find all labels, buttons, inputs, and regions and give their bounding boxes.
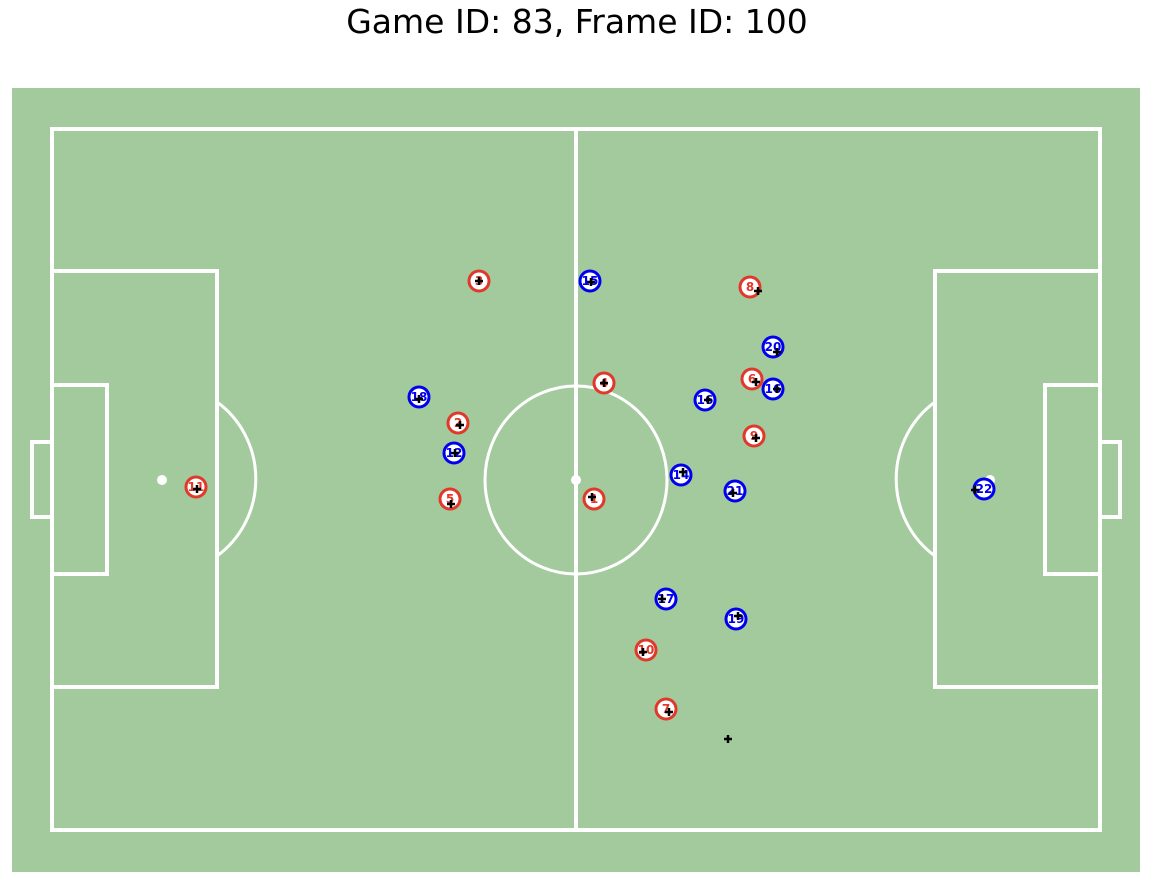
right-penalty-arc <box>894 400 936 558</box>
position-marker <box>456 421 464 429</box>
left-penalty-spot <box>157 475 167 485</box>
player-circle <box>446 411 470 435</box>
player-blue-22: 22 <box>972 477 996 501</box>
position-marker <box>600 379 608 387</box>
center-circle <box>483 384 669 576</box>
position-marker <box>658 595 666 603</box>
position-marker <box>752 378 760 386</box>
position-marker <box>447 500 455 508</box>
position-marker <box>724 735 732 743</box>
position-marker <box>639 648 647 656</box>
player-blue-14: 14 <box>669 463 693 487</box>
player-circle <box>634 638 658 662</box>
markers-layer <box>193 277 979 743</box>
player-red-10: 10 <box>634 638 658 662</box>
player-circle <box>654 697 678 721</box>
player-circle <box>723 479 747 503</box>
player-red-7: 7 <box>654 697 678 721</box>
player-blue-19: 19 <box>724 607 748 631</box>
position-marker <box>679 468 687 476</box>
player-label: 9 <box>750 429 758 443</box>
position-marker <box>773 385 781 393</box>
pitch-arcs <box>216 384 936 576</box>
player-red-1: 1 <box>582 487 606 511</box>
player-label: 19 <box>728 612 745 626</box>
player-circle <box>724 607 748 631</box>
player-label: 10 <box>638 643 655 657</box>
player-red-9: 9 <box>742 424 766 448</box>
player-circle <box>742 424 766 448</box>
right-goal <box>1098 440 1122 519</box>
position-marker <box>729 489 737 497</box>
player-label: 8 <box>746 280 754 294</box>
position-marker <box>773 348 781 356</box>
position-marker <box>451 449 459 457</box>
position-marker <box>475 277 483 285</box>
left-penalty-arc <box>216 400 258 558</box>
position-marker <box>754 287 762 295</box>
player-label: 2 <box>454 416 462 430</box>
player-blue-20: 20 <box>761 335 785 359</box>
player-label: 14 <box>673 468 690 482</box>
position-marker <box>734 612 742 620</box>
position-marker <box>752 434 760 442</box>
position-marker <box>415 395 423 403</box>
player-circle <box>582 487 606 511</box>
position-marker <box>704 396 712 404</box>
pitch-markings <box>30 127 1122 832</box>
player-circle <box>669 463 693 487</box>
player-label: 7 <box>662 702 670 716</box>
chart-title: Game ID: 83, Frame ID: 100 <box>346 2 808 41</box>
player-label: 5 <box>446 492 454 506</box>
player-red-2: 2 <box>446 411 470 435</box>
player-label: 22 <box>976 482 993 496</box>
position-marker <box>665 708 673 716</box>
position-marker <box>971 486 979 494</box>
left-goal <box>30 440 54 519</box>
position-marker <box>587 278 595 286</box>
player-red-6: 6 <box>740 367 764 391</box>
player-blue-21: 21 <box>723 479 747 503</box>
player-label: 6 <box>748 372 756 386</box>
center-spot <box>571 475 581 485</box>
player-label: 1 <box>590 492 598 506</box>
player-label: 21 <box>727 484 744 498</box>
position-marker <box>193 485 201 493</box>
position-marker <box>588 493 596 501</box>
